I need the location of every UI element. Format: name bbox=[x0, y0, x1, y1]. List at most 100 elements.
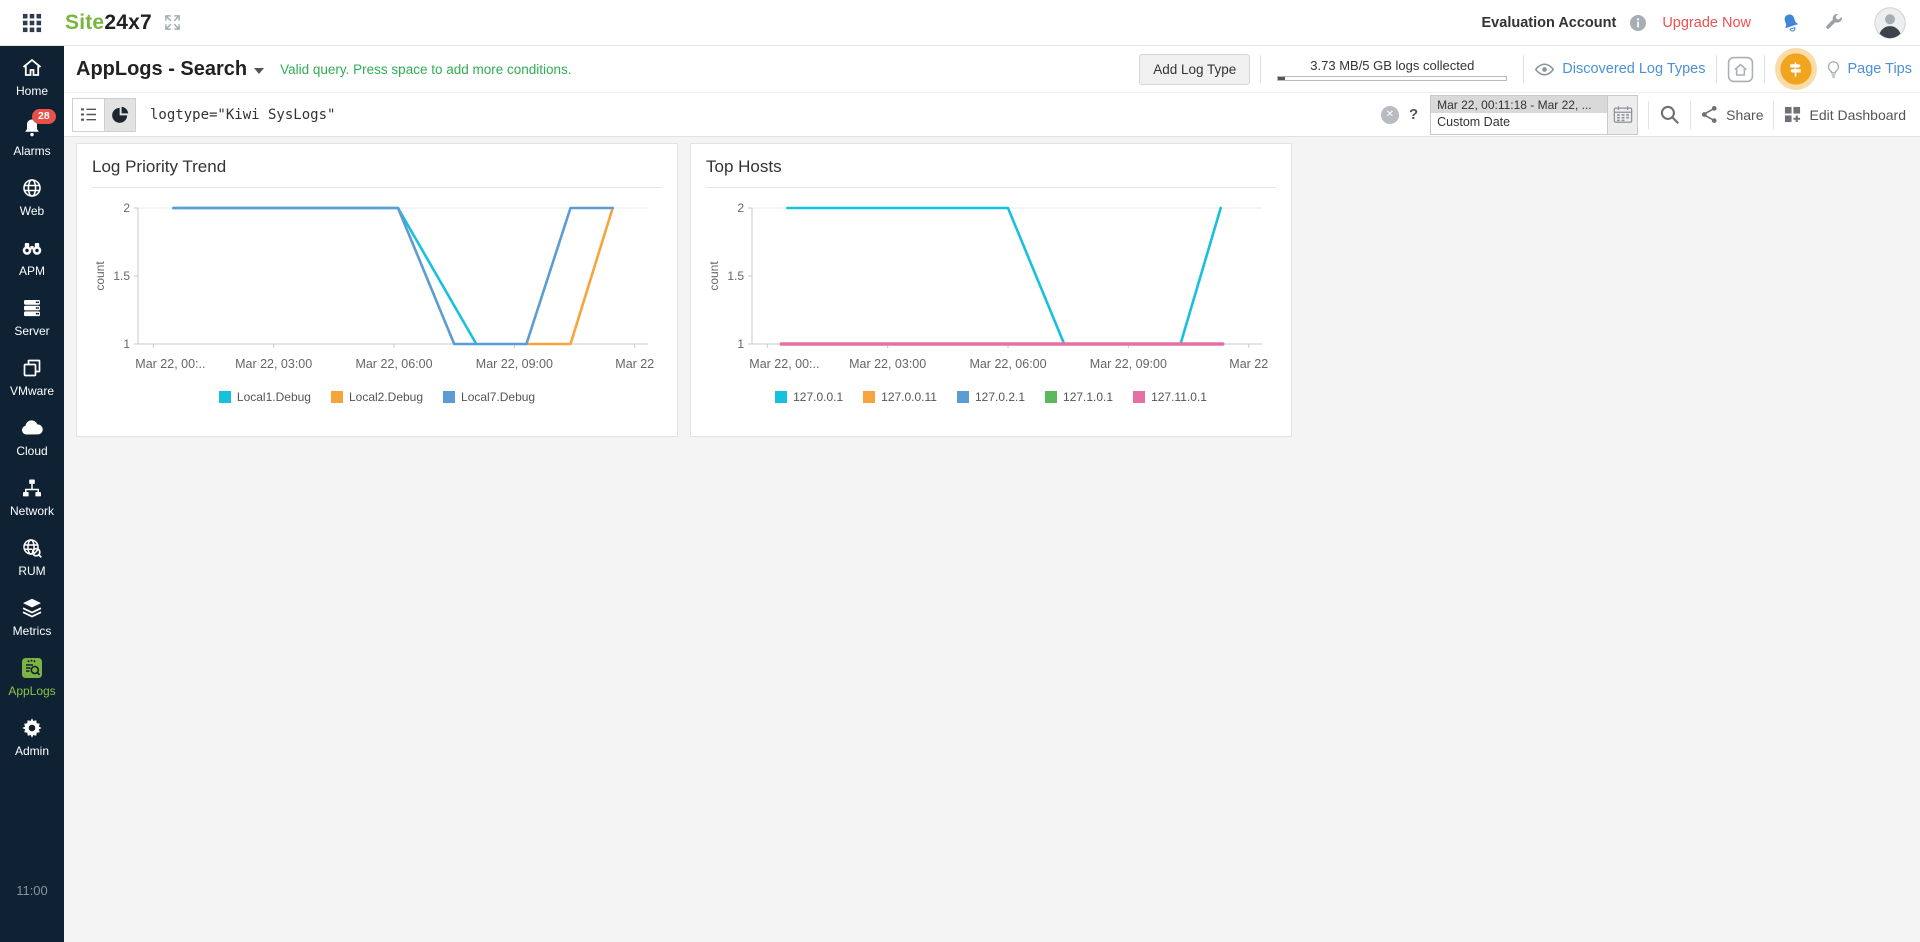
top-hosts-card: Top Hosts 2 1.5 1 count Mar 22, 00:.. Mar 22,… bbox=[690, 143, 1292, 437]
legend-item[interactable]: 127.0.2.1 bbox=[956, 390, 1026, 404]
calendar-icon[interactable] bbox=[1607, 95, 1638, 134]
svg-text:Mar 22, 00:..: Mar 22, 00:.. bbox=[749, 357, 819, 371]
legend-label: 127.0.2.1 bbox=[974, 390, 1026, 404]
legend-item[interactable]: 127.0.0.11 bbox=[863, 390, 937, 404]
sidebar-item-label: Home bbox=[15, 83, 48, 98]
legend-swatch bbox=[1045, 391, 1058, 403]
left-nav-sidebar: Home 28 Alarms Web APM Server VMware Cloud Netwo… bbox=[0, 46, 64, 942]
globe-icon bbox=[20, 175, 44, 201]
date-range-value: Mar 22, 00:11:18 - Mar 22, ... bbox=[1431, 95, 1608, 113]
rum-globe-icon bbox=[20, 535, 44, 561]
title-caret-down-icon[interactable] bbox=[254, 68, 265, 74]
legend-item[interactable]: 127.0.0.1 bbox=[775, 390, 843, 404]
query-status-message: Valid query. Press space to add more con… bbox=[280, 61, 572, 77]
add-log-type-button[interactable]: Add Log Type bbox=[1139, 53, 1251, 85]
svg-text:count: count bbox=[707, 261, 721, 291]
date-range-picker[interactable]: Mar 22, 00:11:18 - Mar 22, ... Custom Da… bbox=[1430, 94, 1639, 135]
notifications-bell-icon[interactable] bbox=[1779, 11, 1802, 34]
svg-text:count: count bbox=[93, 261, 107, 291]
legend-item[interactable]: 127.11.0.1 bbox=[1133, 390, 1207, 404]
tools-wrench-icon[interactable] bbox=[1824, 13, 1844, 33]
chart-view-toggle[interactable] bbox=[104, 98, 135, 131]
sidebar-item-label: Cloud bbox=[16, 443, 48, 458]
legend-label: Local2.Debug bbox=[348, 390, 424, 404]
sidebar-item-label: RUM bbox=[18, 563, 46, 578]
sidebar-item-alarms[interactable]: 28 Alarms bbox=[0, 106, 64, 166]
sidebar-item-home[interactable]: Home bbox=[0, 46, 64, 106]
edit-dashboard-button[interactable]: Edit Dashboard bbox=[1784, 106, 1906, 123]
sidebar-item-label: Server bbox=[14, 323, 50, 338]
sidebar-item-network[interactable]: Network bbox=[0, 466, 64, 526]
legend-item[interactable]: Local2.Debug bbox=[330, 390, 424, 404]
sidebar-item-server[interactable]: Server bbox=[0, 286, 64, 346]
svg-text:Mar 22: Mar 22 bbox=[615, 357, 654, 371]
user-avatar[interactable] bbox=[1874, 6, 1906, 39]
view-toggle-group bbox=[72, 97, 136, 132]
site24x7-logo[interactable]: Site24x7 bbox=[65, 10, 152, 34]
sidebar-item-label: AppLogs bbox=[8, 683, 56, 698]
dashboard-home-icon[interactable] bbox=[1727, 56, 1754, 83]
expand-icon[interactable] bbox=[164, 14, 181, 31]
chart-canvas[interactable]: 2 1.5 1 count Mar 22, 00:.. Mar 22, 03:00 Mar … bbox=[92, 192, 662, 388]
query-help-button[interactable]: ? bbox=[1408, 106, 1419, 123]
svg-text:Mar 22, 09:00: Mar 22, 09:00 bbox=[476, 357, 553, 371]
gear-icon bbox=[20, 715, 44, 741]
svg-text:1.5: 1.5 bbox=[113, 269, 130, 283]
eye-icon bbox=[1534, 62, 1555, 77]
legend-item[interactable]: Local1.Debug bbox=[218, 390, 311, 404]
separator bbox=[1763, 55, 1765, 83]
dashboard-content: Log Priority Trend 2 1.5 1 count Mar 22, 00:… bbox=[64, 137, 1920, 942]
svg-text:Mar 22, 06:00: Mar 22, 06:00 bbox=[355, 357, 432, 371]
separator bbox=[1260, 55, 1262, 83]
applogs-icon bbox=[19, 655, 45, 681]
sidebar-item-metrics[interactable]: Metrics bbox=[0, 586, 64, 646]
chart-title: Log Priority Trend bbox=[92, 157, 662, 188]
svg-text:Mar 22, 03:00: Mar 22, 03:00 bbox=[235, 357, 312, 371]
sidebar-item-label: APM bbox=[18, 263, 45, 278]
legend-item[interactable]: Local7.Debug bbox=[443, 390, 535, 404]
sidebar-item-admin[interactable]: Admin bbox=[0, 706, 64, 766]
svg-text:2: 2 bbox=[737, 201, 744, 215]
alarm-count-badge: 28 bbox=[32, 108, 56, 124]
sidebar-item-vmware[interactable]: VMware bbox=[0, 346, 64, 406]
sidebar-item-rum[interactable]: RUM bbox=[0, 526, 64, 586]
legend-swatch bbox=[863, 391, 876, 403]
upgrade-now-link[interactable]: Upgrade Now bbox=[1662, 14, 1751, 31]
chart-canvas[interactable]: 2 1.5 1 count Mar 22, 00:.. Mar 22, 03:00 Mar … bbox=[706, 192, 1276, 388]
sidebar-item-apm[interactable]: APM bbox=[0, 226, 64, 286]
legend-swatch bbox=[330, 391, 343, 403]
svg-text:1.5: 1.5 bbox=[727, 269, 744, 283]
legend-label: Local1.Debug bbox=[236, 390, 311, 404]
svg-text:Mar 22, 03:00: Mar 22, 03:00 bbox=[849, 357, 926, 371]
guided-tour-signpost-icon[interactable] bbox=[1774, 48, 1817, 90]
chart-legend: Local1.Debug Local2.Debug Local7.Debug bbox=[92, 390, 662, 404]
chart-title: Top Hosts bbox=[706, 157, 1276, 188]
sidebar-item-cloud[interactable]: Cloud bbox=[0, 406, 64, 466]
home-icon bbox=[20, 55, 44, 81]
sidebar-item-label: Alarms bbox=[13, 143, 51, 158]
search-query-input[interactable] bbox=[150, 106, 1381, 123]
info-icon[interactable] bbox=[1630, 14, 1647, 31]
sidebar-item-web[interactable]: Web bbox=[0, 166, 64, 226]
vmware-icon bbox=[20, 355, 44, 381]
separator bbox=[1715, 55, 1717, 83]
bell-icon: 28 bbox=[20, 108, 56, 141]
run-search-icon[interactable] bbox=[1659, 104, 1680, 125]
page-title[interactable]: AppLogs - Search bbox=[76, 57, 248, 80]
share-button[interactable]: Share bbox=[1701, 105, 1763, 124]
log-usage-bar bbox=[1277, 75, 1508, 81]
legend-item[interactable]: 127.1.0.1 bbox=[1045, 390, 1113, 404]
sidebar-item-label: Admin bbox=[14, 743, 49, 758]
discovered-log-types-button[interactable]: Discovered Log Types bbox=[1534, 61, 1706, 77]
page-tips-label[interactable]: Page Tips bbox=[1847, 61, 1913, 77]
log-usage-meter: 3.73 MB/5 GB logs collected bbox=[1271, 58, 1513, 81]
svg-text:1: 1 bbox=[123, 337, 130, 351]
list-view-toggle[interactable] bbox=[73, 98, 104, 131]
svg-text:1: 1 bbox=[737, 337, 744, 351]
app-grid-icon[interactable] bbox=[22, 13, 42, 33]
top-bar: Site24x7 Evaluation Account Upgrade Now bbox=[0, 0, 1920, 46]
clear-query-icon[interactable]: ✕ bbox=[1380, 105, 1399, 124]
page-header: AppLogs - Search Valid query. Press spac… bbox=[64, 46, 1920, 92]
sidebar-item-label: Network bbox=[9, 503, 54, 518]
sidebar-item-applogs[interactable]: AppLogs bbox=[0, 646, 64, 706]
